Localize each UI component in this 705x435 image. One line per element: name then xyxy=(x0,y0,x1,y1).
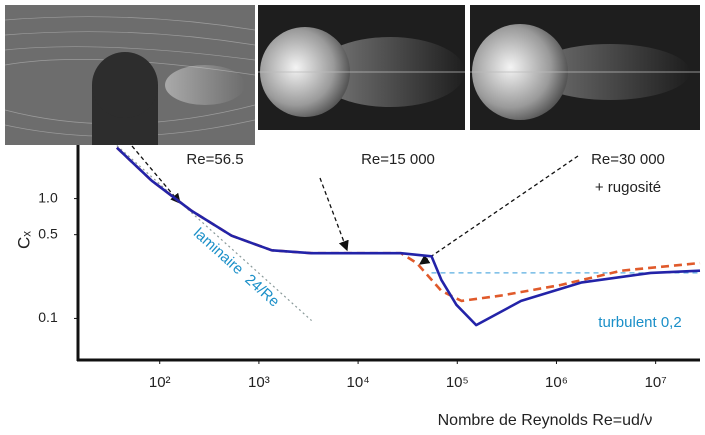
y-tick-label: 0.1 xyxy=(38,309,58,325)
annotation: turbulent 0,2 xyxy=(598,314,681,331)
annotation: Re=30 000 xyxy=(591,151,665,168)
annotation: Re=15 000 xyxy=(361,151,435,168)
x-axis-label: Nombre de Reynolds Re=ud/ν xyxy=(438,412,653,429)
annotation: Re=56.5 xyxy=(186,151,243,168)
x-tick-label: 10³ xyxy=(248,374,270,391)
photo-1 xyxy=(4,5,256,145)
x-tick-label: 10² xyxy=(149,374,171,391)
y-tick-label: 1.0 xyxy=(38,189,58,205)
y-tick-label: 0.5 xyxy=(38,225,58,241)
y-axis-label: Cₓ xyxy=(14,231,33,249)
photo-3 xyxy=(470,5,700,130)
x-tick-label: 10⁵ xyxy=(446,374,469,391)
photo-2 xyxy=(258,5,465,130)
arrows xyxy=(131,145,579,265)
series-line xyxy=(116,146,701,327)
x-tick-label: 10⁶ xyxy=(545,374,568,391)
x-tick-label: 10⁷ xyxy=(645,374,667,391)
series-line xyxy=(116,145,313,322)
x-tick-label: 10⁴ xyxy=(347,374,370,391)
annotation: + rugosité xyxy=(595,179,661,196)
